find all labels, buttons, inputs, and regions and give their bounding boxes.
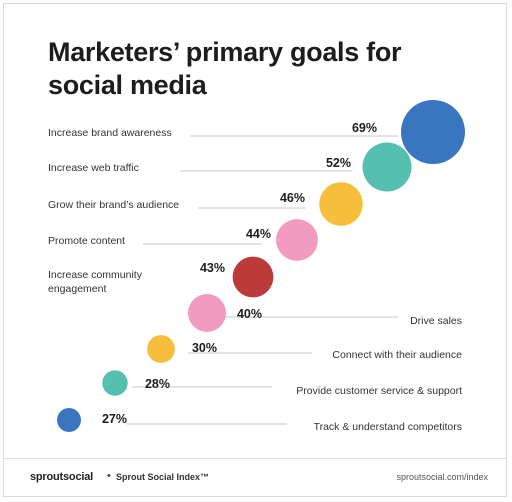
bubble-mark: [276, 219, 318, 261]
category-label: Increase web traffic: [48, 162, 139, 174]
value-label: 28%: [145, 377, 170, 391]
bubble-mark: [362, 142, 412, 192]
goal-row: 27% Track & understand competitors: [57, 408, 462, 433]
footer-separator: •: [107, 470, 111, 482]
goal-row: 43% Increase community engagement: [48, 256, 274, 298]
category-label: Increase brand awareness: [48, 127, 172, 139]
goal-row: 44% Promote content: [48, 219, 318, 261]
value-label: 44%: [246, 227, 271, 241]
footer-url: sproutsocial.com/index: [396, 472, 488, 482]
goal-row: 30% Connect with their audience: [147, 335, 462, 363]
goal-row: 46% Grow their brand’s audience: [48, 182, 363, 226]
bubble-mark: [319, 182, 363, 226]
goal-row: 69% Increase brand awareness: [48, 100, 465, 164]
bubble-mark: [401, 100, 465, 164]
category-label: Promote content: [48, 235, 125, 247]
goal-row: 28% Provide customer service & support: [102, 370, 462, 397]
category-label: Track & understand competitors: [314, 421, 462, 433]
value-label: 46%: [280, 191, 305, 205]
sproutsocial-logo: sproutsocial: [30, 471, 94, 483]
bubble-mark: [188, 294, 226, 332]
value-label: 52%: [326, 156, 351, 170]
category-label: Drive sales: [410, 315, 462, 327]
footer-divider: [3, 458, 507, 459]
value-label: 43%: [200, 261, 225, 275]
category-label: Grow their brand’s audience: [48, 199, 179, 211]
bubble-mark: [57, 408, 81, 432]
category-label: Provide customer service & support: [296, 385, 462, 397]
bubble-mark: [232, 256, 274, 298]
value-label: 40%: [237, 307, 262, 321]
value-label: 69%: [352, 121, 377, 135]
category-label: Increase community: [48, 269, 143, 281]
value-label: 27%: [102, 412, 127, 426]
infographic-frame: [3, 3, 507, 497]
category-label: Connect with their audience: [332, 349, 462, 361]
bubble-mark: [147, 335, 175, 363]
chart-title: Marketers’ primary goals for social medi…: [48, 37, 402, 100]
value-label: 30%: [192, 341, 217, 355]
bubble-mark: [102, 370, 128, 396]
goal-row: 40% Drive sales: [188, 294, 462, 332]
footer-index-label: Sprout Social Index™: [116, 472, 210, 482]
category-label: engagement: [48, 283, 106, 295]
goal-row: 52% Increase web traffic: [48, 142, 412, 192]
